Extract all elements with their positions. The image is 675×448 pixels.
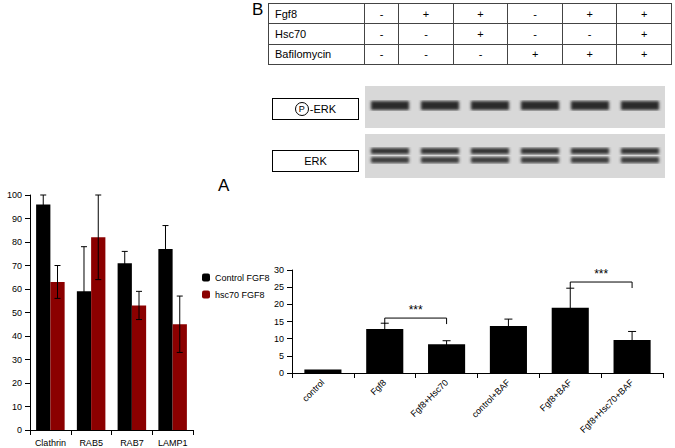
svg-text:Fgf8+Hsc70+BAF: Fgf8+Hsc70+BAF — [578, 377, 636, 435]
html-text:ERK: ERK — [304, 155, 327, 167]
html-text:Hsc70: Hsc70 — [275, 28, 307, 40]
html-text:P -ERK: P -ERK — [298, 103, 337, 115]
svg-text:Control FGF8: Control FGF8 — [215, 273, 270, 283]
html-text:A: A — [218, 176, 230, 195]
svg-text:60: 60 — [12, 284, 22, 294]
svg-text:10: 10 — [12, 402, 22, 412]
html-text:Bafilomycin: Bafilomycin — [275, 48, 332, 61]
svg-text:50: 50 — [12, 308, 22, 318]
svg-text:control+BAF: control+BAF — [470, 377, 513, 420]
svg-text:20: 20 — [12, 378, 22, 388]
svg-text:20: 20 — [274, 299, 284, 309]
svg-text:Clathrin: Clathrin — [35, 438, 66, 448]
html-text:Fgf8: Fgf8 — [275, 7, 297, 20]
svg-text:0: 0 — [17, 425, 22, 435]
svg-text:***: *** — [594, 267, 608, 281]
svg-text:Fgf8: Fgf8 — [368, 377, 388, 397]
svg-text:30: 30 — [274, 265, 284, 275]
svg-text:Fgf8+Hsc70: Fgf8+Hsc70 — [409, 377, 451, 419]
svg-text:hsc70 FGF8: hsc70 FGF8 — [215, 290, 265, 300]
svg-text:0: 0 — [279, 368, 284, 378]
svg-text:10: 10 — [274, 334, 284, 344]
svg-text:80: 80 — [12, 237, 22, 247]
svg-text:90: 90 — [12, 214, 22, 224]
html-text:B: B — [252, 0, 264, 19]
svg-text:30: 30 — [12, 355, 22, 365]
svg-text:***: *** — [409, 303, 423, 317]
svg-text:100: 100 — [7, 190, 22, 200]
svg-text:control: control — [300, 377, 326, 403]
svg-text:LAMP1: LAMP1 — [158, 438, 188, 448]
svg-text:RAB5: RAB5 — [79, 438, 103, 448]
svg-text:15: 15 — [274, 317, 284, 327]
svg-text:40: 40 — [12, 331, 22, 341]
svg-text:5: 5 — [279, 351, 284, 361]
svg-text:Fgf8+BAF: Fgf8+BAF — [538, 377, 574, 413]
svg-text:25: 25 — [274, 282, 284, 292]
svg-text:RAB7: RAB7 — [120, 438, 144, 448]
svg-text:70: 70 — [12, 261, 22, 271]
